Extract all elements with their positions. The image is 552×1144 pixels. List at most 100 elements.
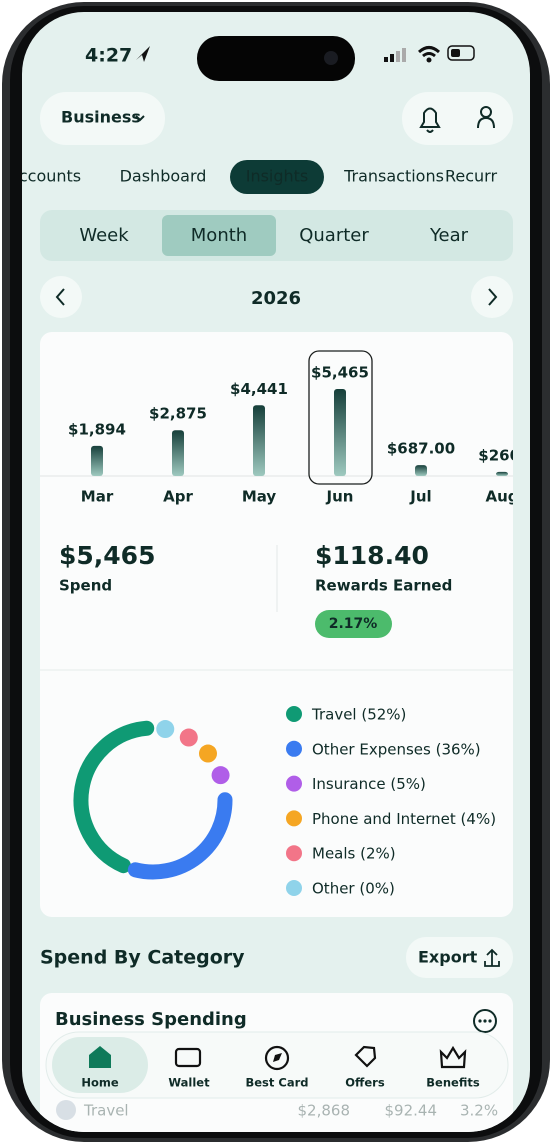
- screen: 4:27 Business 2026 $1,894 Mar $2,875 Apr $4,…: [19, 12, 530, 1132]
- dynamic-island: [197, 36, 355, 81]
- export-pill[interactable]: [406, 937, 513, 978]
- signal-icon: [384, 48, 406, 62]
- donut-segment: [156, 720, 175, 739]
- row-rewards: $92.44: [385, 1102, 438, 1120]
- bar-value-label: $4,441: [230, 380, 288, 398]
- legend-marker: [286, 775, 302, 792]
- selected-box[interactable]: [308, 350, 373, 485]
- bar-value-label: $260.: [478, 446, 525, 464]
- rate-pill: [315, 610, 392, 638]
- nav-item[interactable]: Best Card: [245, 1076, 308, 1090]
- legend-label: Phone and Internet (4%): [312, 810, 496, 828]
- active-tab-pill[interactable]: [230, 160, 324, 194]
- tab[interactable]: Recurr: [445, 167, 497, 186]
- rewards-amount: $118.40: [315, 541, 429, 570]
- wifi-dot: [426, 57, 432, 63]
- bar[interactable]: [334, 389, 346, 476]
- month-label: Jul: [409, 488, 431, 506]
- month-label: May: [242, 488, 277, 506]
- header-actions: [402, 92, 513, 145]
- profile-body: [477, 116, 495, 129]
- location-icon: [136, 46, 150, 62]
- account-switcher[interactable]: Business: [40, 92, 165, 145]
- legend-marker: [286, 880, 302, 896]
- export-button[interactable]: Export: [406, 937, 513, 978]
- reward-rate: 2.17%: [329, 616, 378, 632]
- spend-amount: $5,465: [59, 541, 155, 570]
- donut-segment: [198, 744, 217, 763]
- prev-icon: [55, 288, 65, 306]
- active-period[interactable]: [162, 215, 276, 256]
- legend-label: Meals (2%): [312, 845, 396, 863]
- legend-label: Other (0%): [312, 880, 395, 898]
- month-label: Mar: [81, 488, 114, 506]
- tab[interactable]: Insights: [246, 167, 309, 186]
- bar[interactable]: [415, 465, 427, 476]
- year: 2026: [251, 288, 301, 309]
- compass-needle: [273, 1053, 282, 1062]
- period[interactable]: Week: [79, 225, 129, 246]
- nav-item[interactable]: Benefits: [426, 1076, 480, 1090]
- tab[interactable]: Dashboard: [120, 167, 207, 186]
- category-row: Travel $2,868 $92.44 3.2%: [56, 1100, 498, 1120]
- donut-segment: [211, 766, 230, 785]
- next-icon: [488, 288, 498, 306]
- next-button[interactable]: [471, 276, 513, 318]
- box-mask: [300, 477, 380, 487]
- nav-item[interactable]: Home: [81, 1076, 119, 1090]
- period-selector: [40, 210, 513, 261]
- month-label: Apr: [163, 488, 193, 506]
- nav: Home Wallet Best Card Offers Benefits: [81, 1076, 480, 1090]
- legend-label: Travel (52%): [311, 706, 406, 724]
- battery: [447, 45, 475, 61]
- next-year[interactable]: [471, 276, 513, 318]
- nav-item[interactable]: Wallet: [168, 1076, 210, 1090]
- nav-item[interactable]: Offers: [345, 1076, 385, 1090]
- period[interactable]: Year: [429, 225, 469, 246]
- dot: [488, 1019, 492, 1023]
- legend-label: Insurance (5%): [312, 775, 426, 793]
- bar[interactable]: [172, 430, 184, 476]
- donut-segment: [73, 720, 155, 874]
- period[interactable]: Month: [191, 225, 247, 246]
- legend-marker: [286, 810, 302, 827]
- export-icon: [484, 948, 500, 967]
- rewards-label: Rewards Earned: [315, 577, 452, 595]
- insights-card: [40, 332, 513, 917]
- wifi-icon: [417, 46, 441, 58]
- account-pill[interactable]: [40, 92, 165, 145]
- bell-button[interactable]: [419, 107, 441, 133]
- legend-marker: [286, 845, 302, 862]
- spend-chart: $1,894 Mar $2,875 Apr $4,441 May $5,465 Jun $687…: [40, 350, 525, 506]
- tabs: ccounts Dashboard Insights Transactions Recu…: [19, 160, 497, 194]
- bar[interactable]: [253, 405, 265, 476]
- prev-button[interactable]: [40, 276, 82, 318]
- wallet-icon: [174, 1047, 202, 1068]
- row-icon: [56, 1100, 76, 1120]
- card-title: Business Spending: [55, 1009, 247, 1030]
- row-name: Travel: [83, 1102, 129, 1120]
- tab[interactable]: Transactions: [343, 167, 444, 186]
- bar[interactable]: [496, 471, 508, 476]
- more-button[interactable]: [473, 1009, 497, 1033]
- battery-level: [451, 49, 460, 57]
- account-name[interactable]: Business: [61, 108, 141, 127]
- more-ring[interactable]: [473, 1009, 497, 1033]
- dot: [483, 1019, 487, 1023]
- row-rate: 3.2%: [460, 1102, 498, 1120]
- bar[interactable]: [91, 445, 103, 476]
- legend-label: Other Expenses (36%): [312, 740, 481, 758]
- export-label[interactable]: Export: [418, 948, 478, 967]
- period[interactable]: Quarter: [299, 225, 369, 246]
- month-label: Jun: [326, 488, 354, 506]
- tab-bar: [45, 1031, 509, 1099]
- donut-segment: [179, 728, 198, 747]
- spend-label: Spend: [59, 577, 112, 595]
- crown-icon: [439, 1045, 467, 1069]
- donut-segment: [127, 792, 233, 880]
- compass-icon: [264, 1045, 290, 1071]
- tab[interactable]: ccounts: [19, 167, 81, 186]
- prev-year[interactable]: [40, 276, 82, 318]
